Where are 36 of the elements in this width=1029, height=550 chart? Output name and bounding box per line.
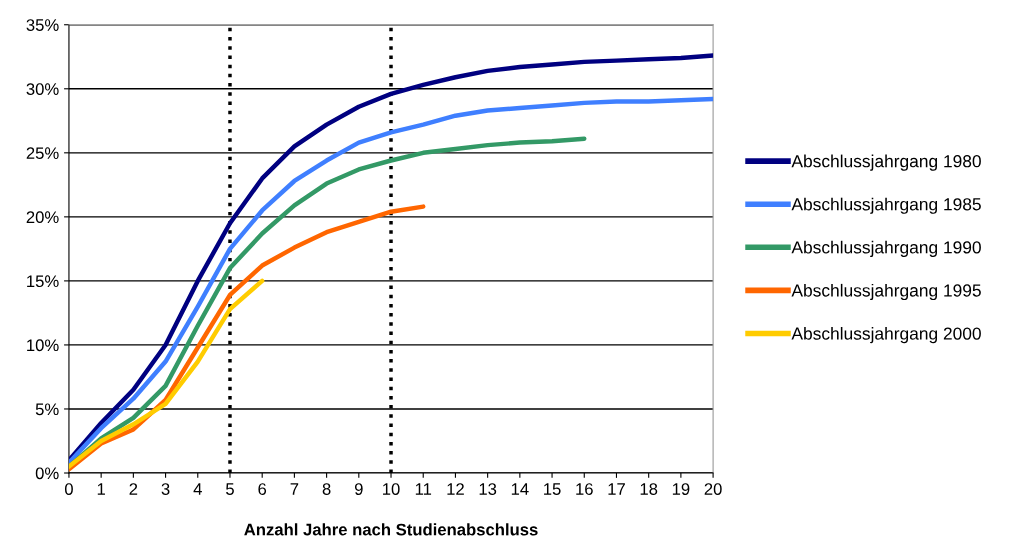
y-tick-label: 5% — [35, 403, 59, 416]
x-tick-label: 1 — [97, 483, 105, 495]
legend-label: Abschlussjahrgang 1990 — [791, 240, 981, 257]
x-tick-label: 9 — [354, 483, 363, 495]
legend-label: Abschlussjahrgang 1980 — [791, 154, 981, 171]
x-tick-label: 3 — [161, 483, 170, 495]
y-tick-label: 10% — [27, 339, 59, 352]
x-tick-label: 6 — [258, 483, 267, 495]
x-tick-label: 8 — [322, 483, 331, 495]
y-tick-label: 20% — [26, 211, 59, 224]
y-tick-label: 30% — [26, 83, 59, 95]
x-tick-label: 13 — [479, 483, 497, 495]
x-tick-label: 19 — [672, 483, 690, 495]
x-tick-label: 10 — [383, 483, 400, 495]
legend-label: Abschlussjahrgang 1985 — [791, 197, 981, 214]
y-tick-label: 35% — [26, 19, 59, 31]
x-tick-label: 4 — [193, 483, 202, 495]
x-tick-label: 5 — [226, 483, 234, 495]
x-tick-label: 20 — [704, 483, 722, 495]
x-tick-label: 7 — [290, 483, 299, 495]
x-tick-label: 12 — [447, 483, 464, 495]
x-tick-label: 15 — [544, 483, 561, 495]
legend-label: Abschlussjahrgang 1995 — [791, 283, 981, 301]
x-tick-label: 17 — [608, 483, 625, 495]
x-tick-label: 18 — [640, 483, 658, 495]
x-tick-label: 0 — [64, 483, 73, 495]
x-axis-title: Anzahl Jahre nach Studienabschluss — [244, 523, 538, 536]
y-tick-label: 0% — [35, 467, 59, 480]
x-tick-label: 2 — [129, 483, 138, 495]
legend-label: Abschlussjahrgang 2000 — [791, 326, 981, 344]
x-tick-label: 14 — [511, 483, 529, 495]
y-tick-label: 15% — [27, 275, 59, 288]
y-tick-label: 25% — [26, 147, 59, 160]
x-tick-label: 16 — [576, 483, 593, 495]
x-tick-label: 11 — [415, 483, 432, 495]
line-series — [68, 278, 265, 469]
